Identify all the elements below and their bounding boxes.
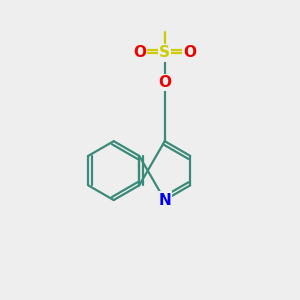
Text: N: N	[158, 193, 171, 208]
Text: O: O	[133, 45, 146, 60]
Text: O: O	[158, 75, 171, 90]
Text: S: S	[159, 45, 170, 60]
Text: O: O	[183, 45, 196, 60]
